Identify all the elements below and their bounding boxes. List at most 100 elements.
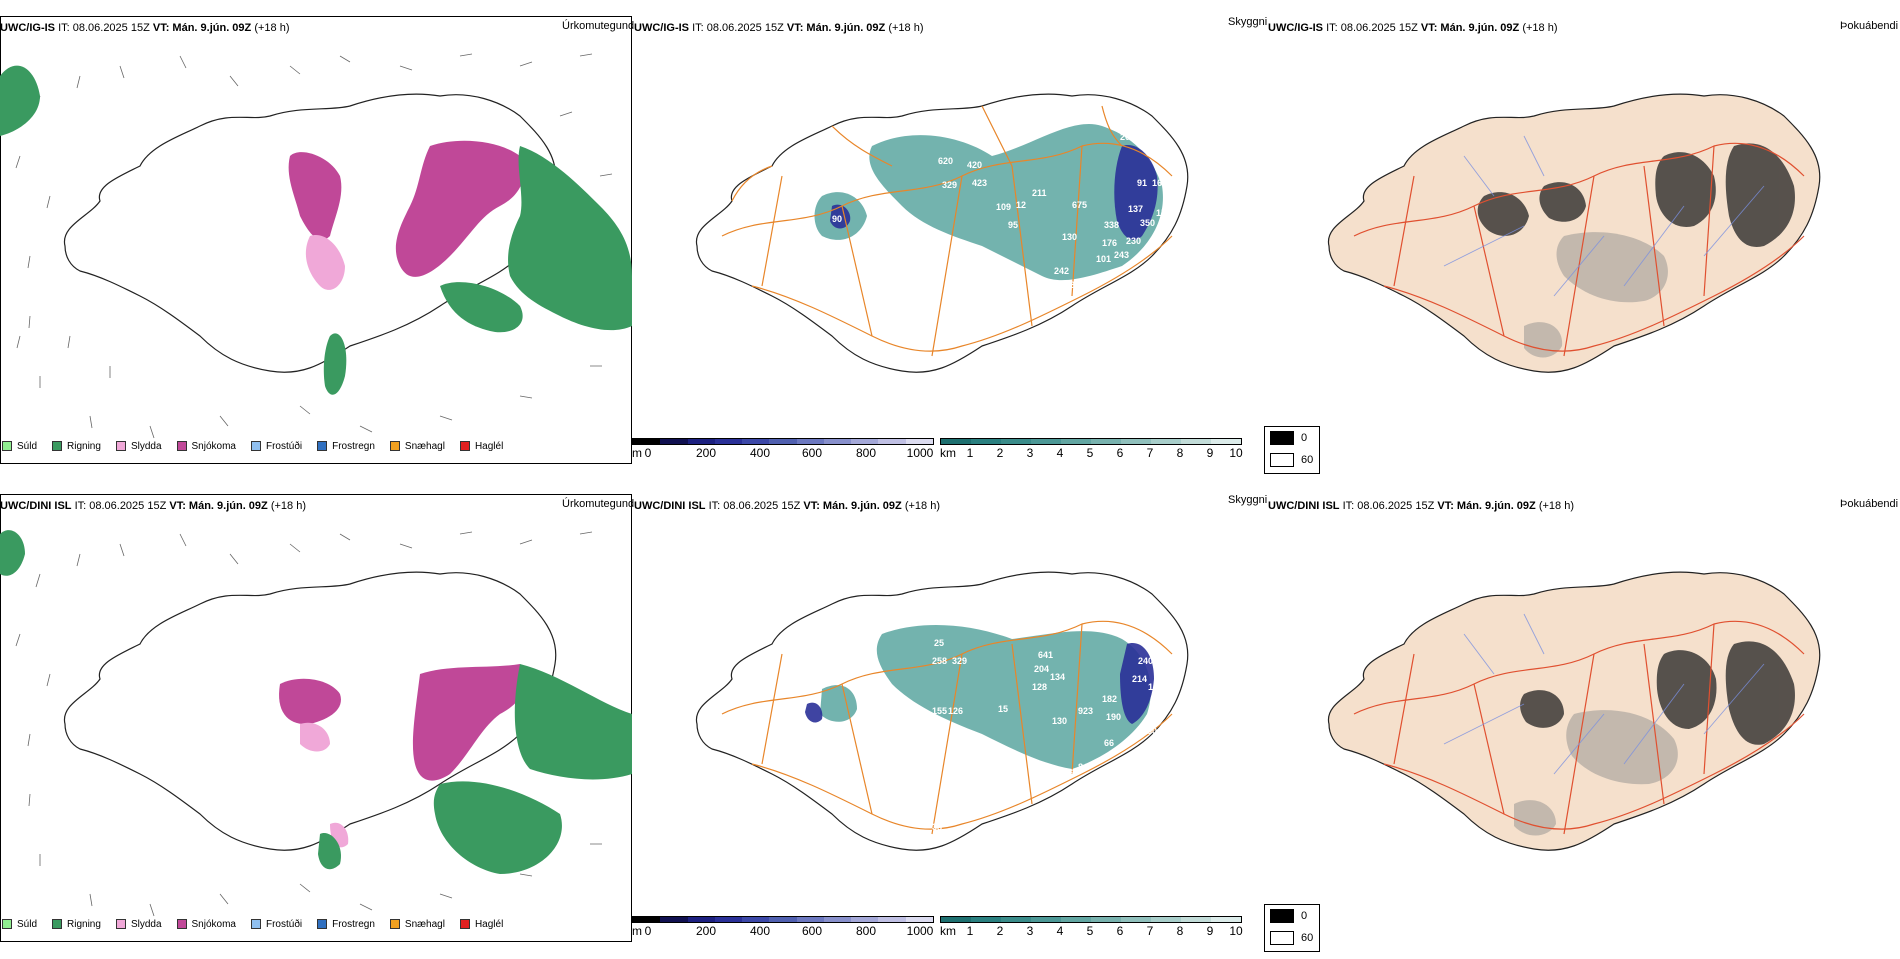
- cell-label: 135: [1148, 682, 1163, 692]
- cell-label: 38: [932, 822, 942, 832]
- fog-field: [1477, 143, 1795, 247]
- panel-header: UWC/DINI ISL IT: 08.06.2025 15Z VT: Mán.…: [634, 500, 940, 512]
- legend-swatch: [389, 441, 400, 451]
- visibility-tick: 4: [1056, 446, 1064, 460]
- precip-map: [0, 53, 632, 439]
- visibility-tick: 4: [1056, 924, 1064, 938]
- legend-swatch: [176, 441, 187, 451]
- fog-legend: 0 60: [1264, 426, 1320, 474]
- ceiling-tick: 400: [749, 446, 771, 460]
- lead-time: (+18 h): [904, 500, 940, 512]
- cell-label: 25: [934, 638, 944, 648]
- fog-label-min: 0: [1301, 432, 1308, 444]
- legend-item: Rigning: [52, 441, 101, 452]
- cell-label: 257: [1132, 120, 1147, 130]
- cell-label: 80: [1118, 626, 1128, 636]
- cell-label: 350: [1140, 218, 1155, 228]
- cell-label: 15: [998, 704, 1008, 714]
- visibility-tick: 10: [1229, 446, 1243, 460]
- legend-swatch: [317, 441, 328, 451]
- cell-label: 128: [1032, 682, 1047, 692]
- visibility-tick: 6: [1116, 446, 1124, 460]
- legend-item: Súld: [2, 919, 37, 930]
- cell-label: 329: [942, 180, 957, 190]
- map-frame: [0, 16, 632, 464]
- visibility-tick: 6: [1116, 924, 1124, 938]
- cell-label: 130: [1062, 232, 1077, 242]
- init-time: IT: 08.06.2025 15Z: [708, 500, 801, 512]
- legend-item: Slydda: [115, 919, 162, 930]
- legend-swatch: [176, 919, 187, 929]
- fog-swatch-white: [1270, 453, 1294, 467]
- legend-swatch: [250, 919, 261, 929]
- legend-swatch: [250, 441, 261, 451]
- cell-label: 137: [1128, 204, 1143, 214]
- cell-label: 258: [932, 656, 947, 666]
- lead-time: (+18 h): [1538, 500, 1574, 512]
- model-name: UWC/DINI ISL: [634, 500, 706, 512]
- legend-item: Snæhagl: [389, 919, 445, 930]
- cell-label: 126: [948, 706, 963, 716]
- precip-snow: [288, 140, 524, 277]
- fog-field: [1520, 641, 1795, 745]
- legend-item: Frostúði: [250, 919, 302, 930]
- init-time: IT: 08.06.2025 15Z: [1326, 22, 1418, 34]
- legend-item: Rigning: [52, 919, 101, 930]
- cell-label: 923: [1078, 706, 1093, 716]
- ceiling-tick: 600: [801, 924, 823, 938]
- rivers: [1443, 613, 1765, 775]
- cell-label: 165: [1152, 140, 1167, 150]
- legend-swatch: [459, 919, 470, 929]
- fog-panel-bottom: UWC/DINI ISL IT: 08.06.2025 15Z VT: Mán.…: [1264, 494, 1900, 959]
- cell-label: 211: [1032, 188, 1047, 198]
- visibility-tick: 2: [996, 924, 1004, 938]
- visibility-tick: 7: [1146, 924, 1154, 938]
- ceiling-colorbar: [632, 438, 934, 445]
- cell-label: 91: [1137, 178, 1147, 188]
- legend-item: Haglél: [459, 919, 503, 930]
- visibility-tick: 1: [966, 924, 974, 938]
- cell-label: 84: [1078, 762, 1088, 772]
- precip-legend: Súld Rigning Slydda Snjókoma Frostúði Fr…: [2, 916, 518, 932]
- cell-label: 420: [967, 160, 982, 170]
- cell-label: 329: [952, 656, 967, 666]
- visibility-tick: 8: [1176, 924, 1184, 938]
- visibility-tick: 9: [1206, 924, 1214, 938]
- model-name: UWC/IG-IS: [0, 22, 55, 34]
- cell-label: 155: [1156, 208, 1171, 218]
- ceiling-tick: 0: [644, 924, 652, 938]
- cell-label: 90: [832, 214, 842, 224]
- legend-item: Snæhagl: [389, 441, 445, 452]
- ceiling-unit: m: [632, 924, 642, 938]
- visibility-unit: km: [940, 924, 956, 938]
- cell-label: 12: [1016, 200, 1026, 210]
- fog-haze: [1524, 232, 1668, 358]
- rivers: [1443, 135, 1765, 297]
- fog-label-min: 0: [1301, 910, 1308, 922]
- cell-label: 111: [872, 710, 886, 720]
- model-name: UWC/IG-IS: [634, 22, 689, 34]
- valid-time: VT: Mán. 9.jún. 09Z: [786, 22, 886, 34]
- legend-item: Súld: [2, 441, 37, 452]
- precip-snow: [279, 664, 527, 781]
- fog-map: [1327, 93, 1821, 373]
- visibility-colorbar: [940, 916, 1242, 923]
- ceiling-tick: 600: [801, 446, 823, 460]
- cell-label: 240: [1138, 656, 1153, 666]
- roads: [721, 620, 1173, 835]
- cell-label: 101: [1096, 254, 1111, 264]
- legend-swatch: [115, 441, 126, 451]
- cell-label: 675: [1072, 200, 1087, 210]
- visibility-map: 257 208 165 420 620 329 423 211 675 91 1…: [695, 93, 1189, 373]
- model-name: UWC/DINI ISL: [1268, 500, 1340, 512]
- cloud-base-field: [830, 145, 1158, 241]
- init-time: IT: 08.06.2025 15Z: [74, 500, 167, 512]
- cell-label: 134: [1050, 672, 1065, 682]
- init-time: IT: 08.06.2025 15Z: [58, 22, 150, 34]
- cell-label: 95: [1008, 220, 1018, 230]
- cell-label: 338: [1104, 220, 1119, 230]
- panel-title: Þokuábendi: [1840, 498, 1899, 510]
- precip-map: [0, 530, 632, 917]
- iceland-outline: [63, 93, 557, 373]
- visibility-tick: 10: [1229, 924, 1243, 938]
